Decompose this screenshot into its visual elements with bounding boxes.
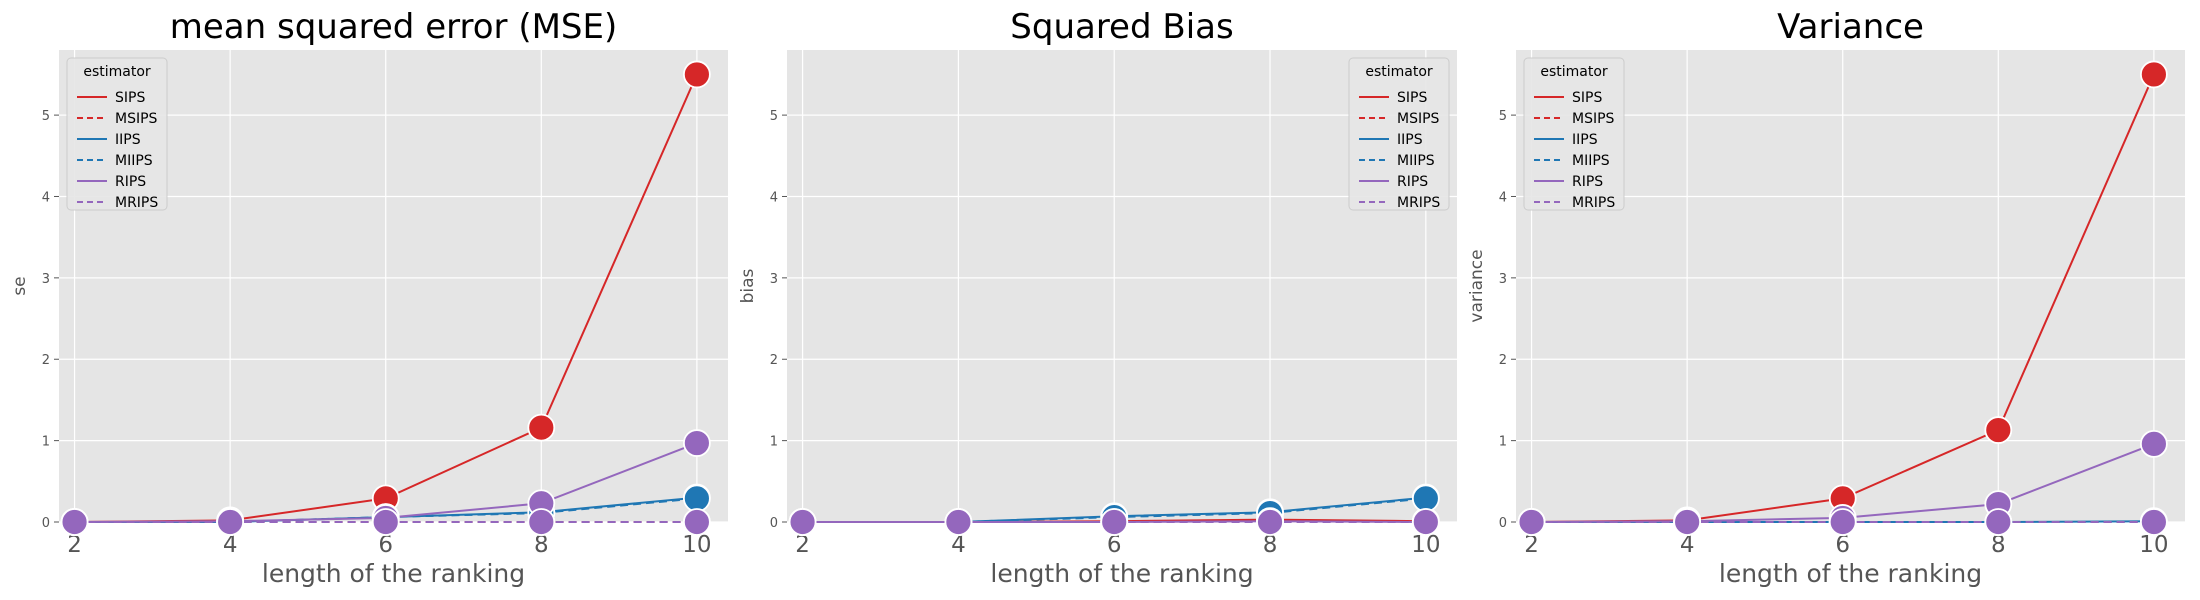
legend-label-mrips: MRIPS <box>1572 195 1615 211</box>
data-point-mrips <box>60 508 89 536</box>
data-point-mrips <box>371 508 400 536</box>
plot-area <box>787 50 1457 522</box>
legend-label-msips: MSIPS <box>1397 111 1440 127</box>
x-axis-label: length of the ranking <box>262 559 525 588</box>
x-tick-label: 10 <box>682 532 711 558</box>
y-tick-label: 4 <box>770 190 778 205</box>
legend-title: estimator <box>1365 64 1433 80</box>
series-group <box>1517 60 2168 536</box>
legend: estimator SIPS MSIPS IIPS MIIPS RIPS MRIPS <box>1348 57 1450 211</box>
legend-label-rips: RIPS <box>115 174 146 190</box>
y-axis-label: variance <box>1467 249 1487 322</box>
x-axis-label: length of the ranking <box>990 559 1253 588</box>
y-tick-label: 2 <box>1499 353 1507 368</box>
x-tick-label: 8 <box>534 532 549 558</box>
data-point-mrips <box>944 508 973 536</box>
data-point-sips <box>527 413 556 442</box>
x-tick-label: 4 <box>951 532 966 558</box>
y-tick-label: 0 <box>1499 516 1507 531</box>
y-tick-label: 1 <box>770 435 778 450</box>
data-point-mrips <box>527 508 556 536</box>
data-point-mrips <box>682 508 711 536</box>
plot-area <box>1516 50 2185 522</box>
x-tick-label: 6 <box>1835 532 1850 558</box>
legend-label-mrips: MRIPS <box>1397 195 1440 211</box>
x-tick-label: 4 <box>223 532 238 558</box>
y-axis-label: bias <box>738 268 758 303</box>
y-tick-label: 4 <box>1499 190 1507 205</box>
data-point-mrips <box>1828 508 1857 536</box>
legend-label-sips: SIPS <box>1397 90 1427 106</box>
legend-label-sips: SIPS <box>1572 90 1602 106</box>
legend: estimator SIPS MSIPS IIPS MIIPS RIPS MRIPS <box>1523 57 1625 211</box>
x-tick-label: 10 <box>2139 532 2168 558</box>
y-tick-label: 1 <box>42 435 50 450</box>
x-tick-label: 8 <box>1991 532 2006 558</box>
legend-label-msips: MSIPS <box>1572 111 1615 127</box>
chart-panel-1: 0 1 2 3 4 5 2 4 6 8 10 mean squared error (MSE) leng… <box>10 7 728 588</box>
legend-label-msips: MSIPS <box>115 111 158 127</box>
y-tick-label: 3 <box>42 272 50 287</box>
legend-title: estimator <box>83 64 151 80</box>
data-point-mrips <box>788 508 817 536</box>
x-tick-label: 6 <box>1107 532 1122 558</box>
data-point-miips <box>682 484 711 513</box>
plot-area <box>59 50 728 522</box>
y-axis-label: se <box>10 276 30 295</box>
legend-label-miips: MIIPS <box>115 153 153 169</box>
x-tick-label: 8 <box>1263 532 1278 558</box>
data-point-mrips <box>1673 508 1702 536</box>
x-axis-label: length of the ranking <box>1719 559 1982 588</box>
y-tick-label: 0 <box>42 516 50 531</box>
data-point-mrips <box>1411 508 1440 536</box>
chart-panel-3: 0 1 2 3 4 5 2 4 6 8 10 Variance length of the rankin… <box>1467 7 2185 588</box>
y-tick-label: 3 <box>770 272 778 287</box>
y-tick-label: 0 <box>770 516 778 531</box>
x-tick-label: 10 <box>1411 532 1440 558</box>
chart-title: mean squared error (MSE) <box>170 7 618 47</box>
data-point-mrips <box>216 508 245 536</box>
legend-label-miips: MIIPS <box>1397 153 1435 169</box>
chart-title: Variance <box>1777 7 1924 47</box>
legend-label-mrips: MRIPS <box>115 195 158 211</box>
legend-label-iips: IIPS <box>115 132 141 148</box>
legend: estimator SIPS MSIPS IIPS MIIPS RIPS MRIPS <box>66 57 168 211</box>
data-point-sips <box>2139 60 2168 89</box>
legend-label-sips: SIPS <box>115 90 145 106</box>
data-point-mrips <box>1984 508 2013 536</box>
x-tick-label: 4 <box>1680 532 1695 558</box>
data-point-rips <box>682 429 711 457</box>
legend-title: estimator <box>1540 64 1608 80</box>
data-point-miips <box>1411 484 1440 513</box>
x-tick-label: 2 <box>67 532 82 558</box>
series-group <box>788 483 1440 536</box>
y-tick-label: 5 <box>770 109 778 124</box>
y-tick-label: 2 <box>770 353 778 368</box>
x-tick-label: 2 <box>1524 532 1539 558</box>
y-tick-label: 1 <box>1499 435 1507 450</box>
chart-title: Squared Bias <box>1010 7 1233 47</box>
data-point-sips <box>1984 416 2013 444</box>
chart-panel-2: 0 1 2 3 4 5 2 4 6 8 10 Squared Bias length of the ra… <box>738 7 1457 588</box>
legend-label-rips: RIPS <box>1397 174 1428 190</box>
data-point-mrips <box>1517 508 1546 536</box>
x-tick-label: 2 <box>795 532 810 558</box>
data-point-sips <box>682 60 711 89</box>
y-tick-label: 3 <box>1499 272 1507 287</box>
data-point-mrips <box>1256 508 1284 536</box>
data-point-mrips <box>2139 508 2168 536</box>
y-tick-label: 2 <box>42 353 50 368</box>
y-tick-label: 4 <box>42 190 50 205</box>
x-tick-label: 6 <box>378 532 393 558</box>
data-point-rips <box>2139 429 2168 458</box>
legend-label-iips: IIPS <box>1572 132 1598 148</box>
legend-label-rips: RIPS <box>1572 174 1603 190</box>
legend-label-miips: MIIPS <box>1572 153 1610 169</box>
data-point-mrips <box>1100 508 1129 536</box>
legend-label-iips: IIPS <box>1397 132 1423 148</box>
series-group <box>60 60 711 536</box>
y-tick-label: 5 <box>1499 109 1507 124</box>
y-tick-label: 5 <box>42 109 50 124</box>
